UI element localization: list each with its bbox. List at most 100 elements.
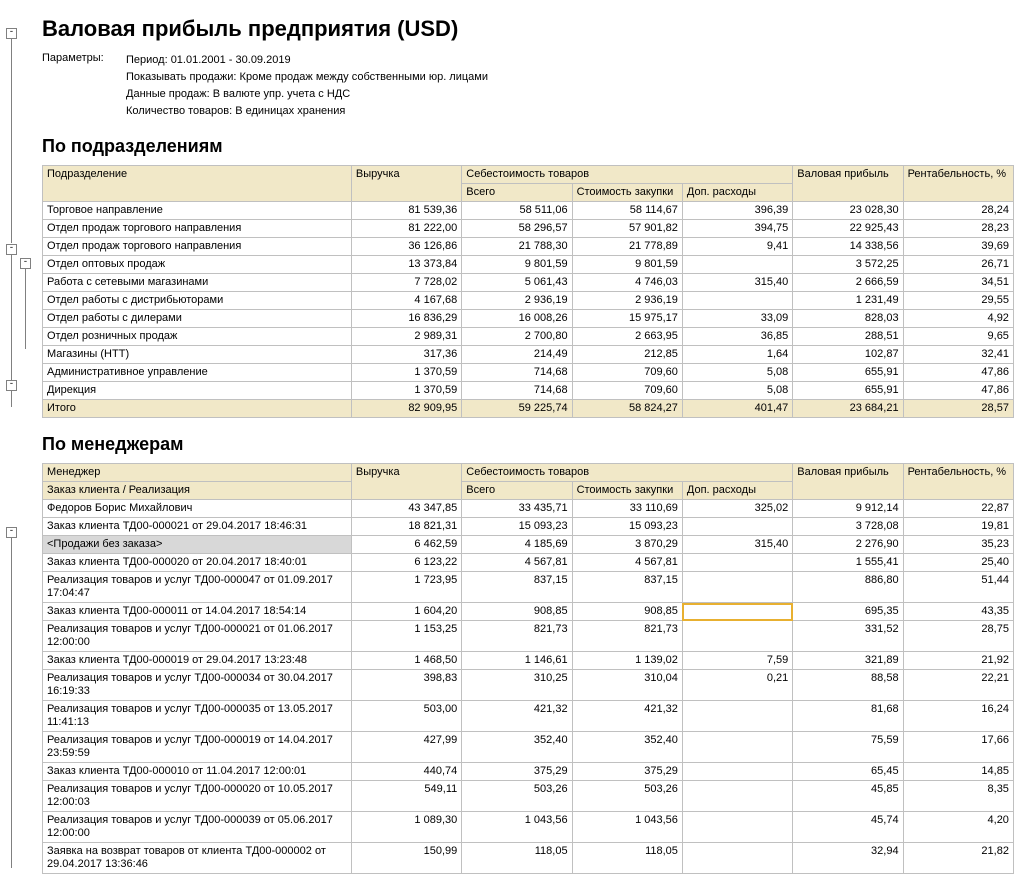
tree-toggle[interactable]: -	[6, 244, 17, 255]
table-row[interactable]: Реализация товаров и услуг ТД00-000047 о…	[43, 572, 1014, 603]
cell-cost-extra	[682, 554, 792, 572]
table-row[interactable]: Заказ клиента ТД00-000020 от 20.04.2017 …	[43, 554, 1014, 572]
cell-revenue: 16 836,29	[351, 310, 461, 328]
cell-revenue: 4 167,68	[351, 292, 461, 310]
cell-revenue: 18 821,31	[351, 518, 461, 536]
col-revenue[interactable]: Выручка	[351, 464, 461, 500]
table-row[interactable]: Реализация товаров и услуг ТД00-000019 о…	[43, 732, 1014, 763]
row-name: Заказ клиента ТД00-000021 от 29.04.2017 …	[43, 518, 352, 536]
tree-toggle[interactable]: -	[6, 527, 17, 538]
table-row[interactable]: Реализация товаров и услуг ТД00-000021 о…	[43, 621, 1014, 652]
cell-gross: 88,58	[793, 670, 903, 701]
cell-revenue: 2 989,31	[351, 328, 461, 346]
params-label: Параметры:	[42, 52, 126, 120]
table-row[interactable]: Реализация товаров и услуг ТД00-000035 о…	[43, 701, 1014, 732]
cell-revenue: 1 370,59	[351, 364, 461, 382]
col-cost-group[interactable]: Себестоимость товаров	[462, 464, 793, 482]
cell-cost-extra: 9,41	[682, 238, 792, 256]
param-line: Показывать продажи: Кроме продаж между с…	[126, 69, 488, 86]
tree-toggle[interactable]: -	[6, 380, 17, 391]
cell-gross: 3 572,25	[793, 256, 903, 274]
table-row[interactable]: Заявка на возврат товаров от клиента ТД0…	[43, 843, 1014, 874]
table-row[interactable]: Отдел продаж торгового направления81 222…	[43, 220, 1014, 238]
cell-cost-purchase: 1 139,02	[572, 652, 682, 670]
cell-cost-total: 2 700,80	[462, 328, 572, 346]
table-row[interactable]: Реализация товаров и услуг ТД00-000039 о…	[43, 812, 1014, 843]
cell-cost-total: 310,25	[462, 670, 572, 701]
table-row[interactable]: Заказ клиента ТД00-000010 от 11.04.2017 …	[43, 763, 1014, 781]
table-row[interactable]: Работа с сетевыми магазинами7 728,025 06…	[43, 274, 1014, 292]
col-order[interactable]: Заказ клиента / Реализация	[43, 482, 352, 500]
table-row[interactable]: Федоров Борис Михайлович43 347,8533 435,…	[43, 500, 1014, 518]
cell-cost-purchase: 421,32	[572, 701, 682, 732]
cell-cost-extra	[682, 763, 792, 781]
cell-cost-total: 821,73	[462, 621, 572, 652]
cell-gross: 45,74	[793, 812, 903, 843]
table-row[interactable]: Отдел розничных продаж2 989,312 700,802 …	[43, 328, 1014, 346]
col-cost-extra[interactable]: Доп. расходы	[682, 482, 792, 500]
table-row[interactable]: Отдел оптовых продаж13 373,849 801,599 8…	[43, 256, 1014, 274]
table-row[interactable]: Отдел продаж торгового направления36 126…	[43, 238, 1014, 256]
cell-gross: 23 684,21	[793, 400, 903, 418]
col-division[interactable]: Подразделение	[43, 166, 352, 202]
table-row[interactable]: Заказ клиента ТД00-000021 от 29.04.2017 …	[43, 518, 1014, 536]
cell-cost-extra: 33,09	[682, 310, 792, 328]
cell-cost-purchase: 21 778,89	[572, 238, 682, 256]
table-row[interactable]: Реализация товаров и услуг ТД00-000034 о…	[43, 670, 1014, 701]
table-row[interactable]: Отдел работы с дилерами16 836,2916 008,2…	[43, 310, 1014, 328]
col-cost-total[interactable]: Всего	[462, 184, 572, 202]
cell-cost-total: 714,68	[462, 364, 572, 382]
col-gross[interactable]: Валовая прибыль	[793, 464, 903, 500]
cell-cost-total: 1 146,61	[462, 652, 572, 670]
table-row[interactable]: Дирекция1 370,59714,68709,605,08655,9147…	[43, 382, 1014, 400]
col-manager[interactable]: Менеджер	[43, 464, 352, 482]
col-profit[interactable]: Рентабельность, %	[903, 464, 1013, 500]
cell-gross: 288,51	[793, 328, 903, 346]
cell-profit: 25,40	[903, 554, 1013, 572]
col-gross[interactable]: Валовая прибыль	[793, 166, 903, 202]
cell-cost-extra	[682, 518, 792, 536]
col-cost-total[interactable]: Всего	[462, 482, 572, 500]
row-name: Реализация товаров и услуг ТД00-000047 о…	[43, 572, 352, 603]
cell-cost-purchase: 57 901,82	[572, 220, 682, 238]
col-cost-group[interactable]: Себестоимость товаров	[462, 166, 793, 184]
table-row[interactable]: Отдел работы с дистрибьюторами4 167,682 …	[43, 292, 1014, 310]
cell-cost-total: 33 435,71	[462, 500, 572, 518]
cell-cost-extra	[682, 603, 792, 621]
table-row[interactable]: Реализация товаров и услуг ТД00-000020 о…	[43, 781, 1014, 812]
col-cost-extra[interactable]: Доп. расходы	[682, 184, 792, 202]
table-row[interactable]: Заказ клиента ТД00-000019 от 29.04.2017 …	[43, 652, 1014, 670]
cell-revenue: 1 604,20	[351, 603, 461, 621]
cell-cost-extra	[682, 812, 792, 843]
cell-cost-purchase: 9 801,59	[572, 256, 682, 274]
col-profit[interactable]: Рентабельность, %	[903, 166, 1013, 202]
cell-profit: 16,24	[903, 701, 1013, 732]
table-row[interactable]: Магазины (НТТ)317,36214,49212,851,64102,…	[43, 346, 1014, 364]
table-row[interactable]: Административное управление1 370,59714,6…	[43, 364, 1014, 382]
tree-toggle[interactable]: -	[6, 28, 17, 39]
col-cost-purchase[interactable]: Стоимость закупки	[572, 184, 682, 202]
cell-cost-extra	[682, 256, 792, 274]
cell-revenue: 81 539,36	[351, 202, 461, 220]
row-name: Отдел оптовых продаж	[43, 256, 352, 274]
table-row[interactable]: Заказ клиента ТД00-000011 от 14.04.2017 …	[43, 603, 1014, 621]
cell-gross: 22 925,43	[793, 220, 903, 238]
cell-gross: 2 666,59	[793, 274, 903, 292]
col-revenue[interactable]: Выручка	[351, 166, 461, 202]
row-name: Реализация товаров и услуг ТД00-000019 о…	[43, 732, 352, 763]
cell-gross: 1 231,49	[793, 292, 903, 310]
table-row[interactable]: Торговое направление81 539,3658 511,0658…	[43, 202, 1014, 220]
row-name: Реализация товаров и услуг ТД00-000039 о…	[43, 812, 352, 843]
col-cost-purchase[interactable]: Стоимость закупки	[572, 482, 682, 500]
param-line: Данные продаж: В валюте упр. учета с НДС	[126, 86, 488, 103]
cell-cost-purchase: 375,29	[572, 763, 682, 781]
param-line: Период: 01.01.2001 - 30.09.2019	[126, 52, 488, 69]
cell-profit: 14,85	[903, 763, 1013, 781]
cell-revenue: 1 153,25	[351, 621, 461, 652]
tree-toggle[interactable]: -	[20, 258, 31, 269]
cell-cost-purchase: 15 093,23	[572, 518, 682, 536]
table-row[interactable]: Итого82 909,9559 225,7458 824,27401,4723…	[43, 400, 1014, 418]
cell-cost-extra	[682, 732, 792, 763]
table-row[interactable]: <Продажи без заказа>6 462,594 185,693 87…	[43, 536, 1014, 554]
cell-revenue: 81 222,00	[351, 220, 461, 238]
